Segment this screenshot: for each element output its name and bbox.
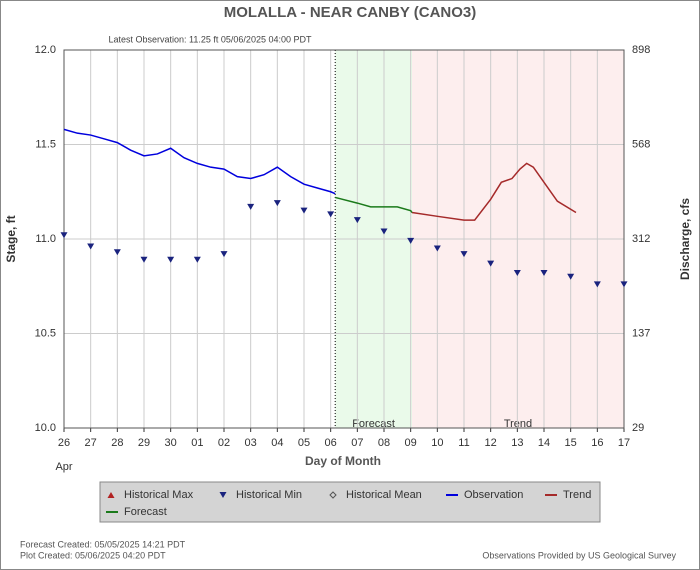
region-label: Trend: [504, 418, 532, 430]
x-tick-label: 16: [591, 437, 603, 449]
x-tick-label: 17: [618, 437, 630, 449]
plot-border: [63, 49, 625, 429]
y2-tick-label: 312: [632, 233, 650, 245]
legend-symbol: [107, 492, 115, 498]
marker: [460, 251, 468, 258]
y-tick-label: 10.0: [35, 422, 56, 434]
x-tick-label: 01: [191, 437, 203, 449]
x-tick-label: 29: [138, 437, 150, 449]
legend: [99, 481, 601, 523]
legend-label: Observation: [464, 489, 523, 501]
y-tick-label: 11.5: [35, 138, 56, 150]
footer-right: Observations Provided by US Geological S…: [482, 550, 676, 560]
legend-label: Forecast: [124, 506, 167, 518]
x-tick-label: 27: [85, 437, 97, 449]
y-tick-label: 11.0: [35, 233, 56, 245]
subtitle: Latest Observation: 11.25 ft 05/06/2025 …: [109, 34, 312, 44]
marker: [300, 207, 308, 214]
marker: [380, 228, 388, 235]
series-line: [335, 196, 413, 213]
x-tick-label: 28: [111, 437, 123, 449]
marker: [273, 200, 281, 207]
legend-items: Historical Max Historical Min Historical M…: [106, 489, 591, 518]
y2-tick-label: 29: [632, 422, 644, 434]
x-tick-label: 07: [351, 437, 363, 449]
x-tick-label: 03: [245, 437, 257, 449]
x-tick-label: 30: [165, 437, 177, 449]
x-tick-label: 10: [431, 437, 443, 449]
x-tick-label: 05: [298, 437, 310, 449]
x-tick-label: 14: [538, 437, 550, 449]
y2-tick-label: 898: [632, 44, 650, 56]
marker: [540, 270, 548, 277]
marker: [60, 232, 68, 239]
marker: [513, 270, 521, 277]
x-tick-label: 02: [218, 437, 230, 449]
y-tick-label: 12.0: [35, 44, 56, 56]
marker: [113, 249, 121, 256]
x-tick-label: 06: [325, 437, 337, 449]
x-sublabel: Apr: [55, 461, 72, 473]
x-tick-label: 13: [511, 437, 523, 449]
x-tick-label: 09: [405, 437, 417, 449]
y-tick-label: 10.5: [35, 327, 56, 339]
marker: [247, 203, 255, 210]
x-tick-label: 15: [565, 437, 577, 449]
y2-axis-label: Discharge, cfs: [678, 198, 692, 280]
x-axis-label: Day of Month: [305, 454, 381, 468]
marker: [593, 281, 601, 288]
y-axis-label: Stage, ft: [4, 215, 18, 262]
marker: [193, 256, 201, 263]
marker: [433, 245, 441, 252]
y2-tick-label: 137: [632, 327, 650, 339]
footer-left: Forecast Created: 05/05/2025 14:21 PDT: [20, 539, 186, 549]
x-tick-label: 08: [378, 437, 390, 449]
marker: [220, 251, 228, 258]
footer-left: Plot Created: 05/06/2025 04:20 PDT: [20, 550, 166, 560]
marker: [353, 217, 361, 224]
marker: [327, 211, 335, 218]
series-line: [63, 128, 336, 195]
chart-title: MOLALLA - NEAR CANBY (CANO3): [224, 4, 477, 21]
x-tick-label: 12: [485, 437, 497, 449]
x-tick-label: 26: [58, 437, 70, 449]
marker: [167, 256, 175, 263]
legend-label: Historical Min: [236, 489, 302, 501]
marker: [87, 243, 95, 250]
marker: [620, 281, 628, 288]
legend-label: Historical Mean: [346, 489, 422, 501]
legend-label: Historical Max: [124, 489, 194, 501]
legend-symbol: [329, 491, 337, 499]
legend-label: Trend: [563, 489, 591, 501]
legend-symbol: [219, 492, 227, 498]
marker: [407, 237, 415, 244]
marker: [567, 273, 575, 280]
x-tick-label: 11: [458, 437, 469, 449]
y2-tick-label: 568: [632, 138, 650, 150]
marker: [487, 260, 495, 267]
series-line: [411, 162, 577, 221]
x-tick-label: 04: [271, 437, 283, 449]
marker: [140, 256, 148, 263]
